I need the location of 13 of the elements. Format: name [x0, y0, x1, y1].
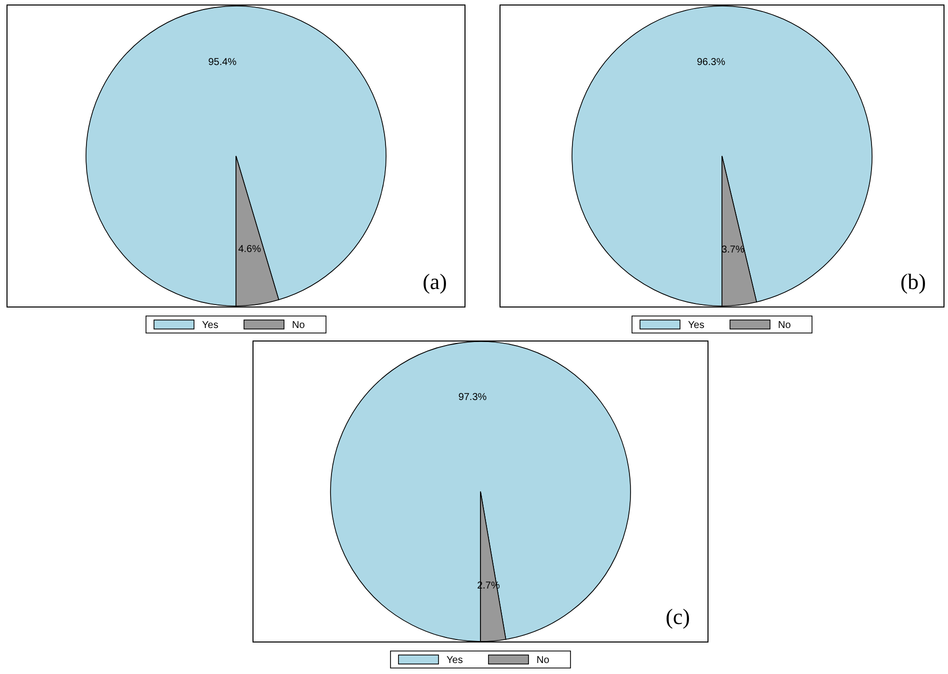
text: (b) [900, 269, 926, 294]
legend-label: Yes [688, 320, 704, 331]
legend-label: Yes [202, 320, 218, 331]
legend-label: Yes [446, 655, 463, 666]
data-label: 95.4% [208, 57, 237, 68]
data-label: 97.3% [458, 392, 487, 403]
data-label: 96.3% [696, 56, 726, 68]
text: (a) [422, 269, 447, 294]
legend-label: No [778, 320, 792, 331]
legend-label: No [536, 655, 550, 666]
text: (c) [666, 604, 690, 629]
data-label: 4.6% [238, 244, 262, 256]
legend-label: No [292, 320, 306, 331]
